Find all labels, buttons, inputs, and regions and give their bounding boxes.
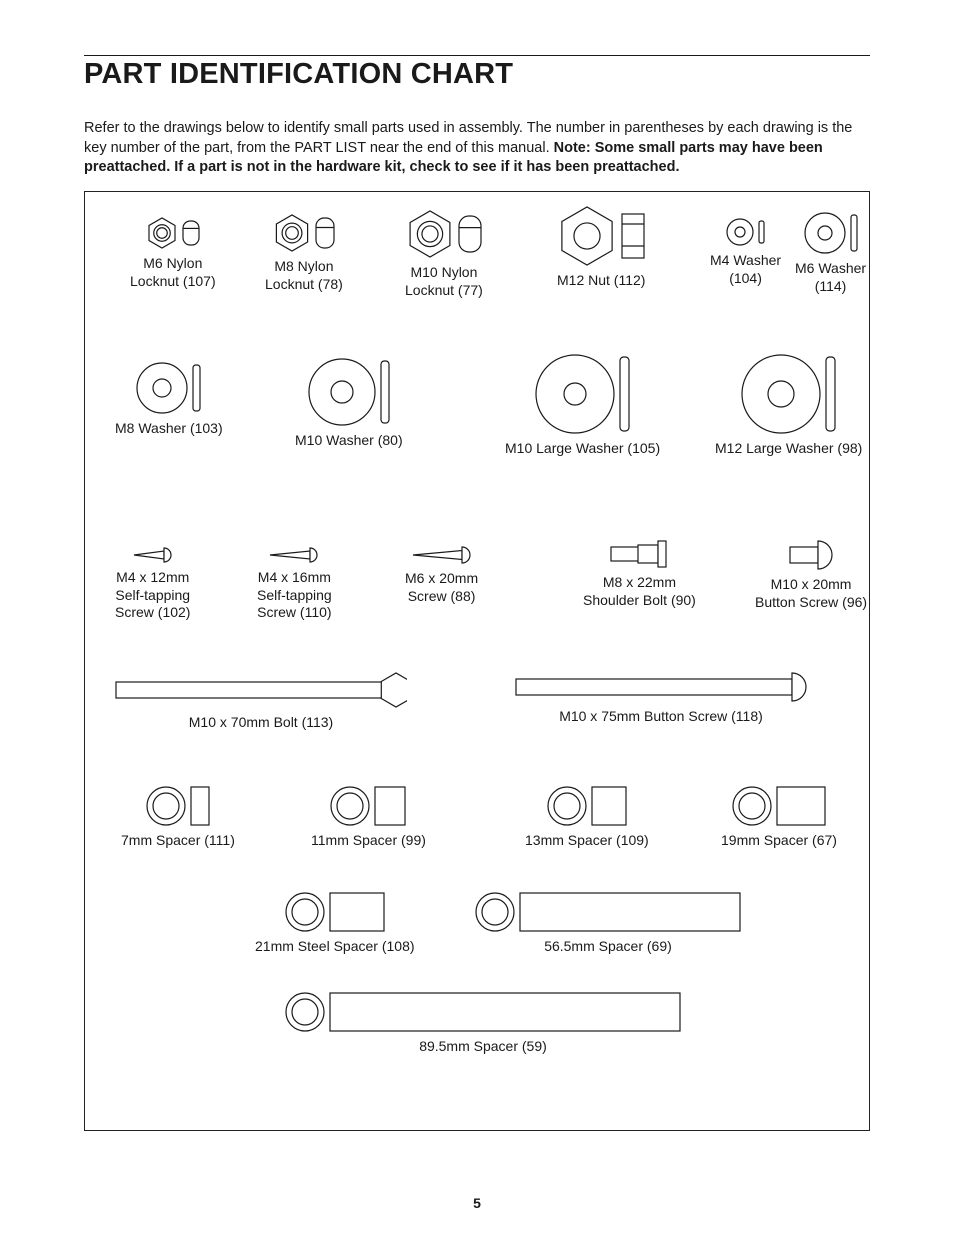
part-drawing: [146, 217, 200, 249]
part-label: M6 NylonLocknut (107): [130, 255, 216, 290]
parts-frame: M6 NylonLocknut (107) M8 NylonLocknut (78…: [84, 191, 870, 1131]
part-drawing: [412, 546, 472, 564]
part-drawing: [547, 786, 627, 826]
page-title: PART IDENTIFICATION CHART: [84, 58, 513, 91]
part-drawing: [115, 672, 407, 708]
part-label: M12 Nut (112): [557, 272, 645, 290]
part-m10x75-button: M10 x 75mm Button Screw (118): [515, 672, 807, 726]
part-m12-large-washer: M12 Large Washer (98): [715, 354, 862, 458]
part-label: M10 x 70mm Bolt (113): [189, 714, 333, 732]
part-drawing: [330, 786, 406, 826]
part-21mm-steel-spacer: 21mm Steel Spacer (108): [255, 892, 415, 956]
part-m4x12: M4 x 12mmSelf-tappingScrew (102): [115, 547, 190, 622]
part-drawing: [406, 210, 482, 258]
part-label: M6 x 20mmScrew (88): [405, 570, 478, 605]
part-m10x20-button: M10 x 20mmButton Screw (96): [755, 540, 867, 611]
part-label: 13mm Spacer (109): [525, 832, 649, 850]
part-drawing: [133, 547, 173, 563]
part-label: M10 x 20mmButton Screw (96): [755, 576, 867, 611]
part-drawing: [269, 547, 319, 563]
part-drawing: [557, 206, 645, 266]
part-drawing: [726, 218, 765, 246]
part-label: M10 NylonLocknut (77): [405, 264, 483, 299]
part-label: 11mm Spacer (99): [311, 832, 426, 850]
part-label: 7mm Spacer (111): [121, 832, 235, 850]
part-drawing: [535, 354, 630, 434]
part-m4x16: M4 x 16mmSelf-tappingScrew (110): [257, 547, 332, 622]
part-label: 89.5mm Spacer (59): [419, 1038, 547, 1056]
part-label: M8 NylonLocknut (78): [265, 258, 343, 293]
part-m8x22-shoulder: M8 x 22mmShoulder Bolt (90): [583, 540, 696, 609]
part-label: M4 Washer(104): [710, 252, 781, 287]
part-label: M12 Large Washer (98): [715, 440, 862, 458]
part-m4-washer: M4 Washer(104): [710, 218, 781, 287]
part-drawing: [789, 540, 833, 570]
part-m10-large-washer: M10 Large Washer (105): [505, 354, 660, 458]
part-drawing: [804, 212, 858, 254]
part-m6-washer: M6 Washer(114): [795, 212, 866, 295]
part-56-5mm-spacer: 56.5mm Spacer (69): [475, 892, 741, 956]
part-m12-nut: M12 Nut (112): [557, 206, 645, 290]
part-drawing: [285, 892, 385, 932]
part-label: M4 x 16mmSelf-tappingScrew (110): [257, 569, 332, 622]
part-label: 19mm Spacer (67): [721, 832, 837, 850]
part-m10-washer: M10 Washer (80): [295, 358, 403, 450]
part-7mm-spacer: 7mm Spacer (111): [121, 786, 235, 850]
part-drawing: [610, 540, 668, 568]
part-m6x20: M6 x 20mmScrew (88): [405, 546, 478, 605]
part-m10x70-bolt: M10 x 70mm Bolt (113): [115, 672, 407, 732]
part-drawing: [136, 362, 201, 414]
part-11mm-spacer: 11mm Spacer (99): [311, 786, 426, 850]
part-label: M4 x 12mmSelf-tappingScrew (102): [115, 569, 190, 622]
part-label: 56.5mm Spacer (69): [544, 938, 672, 956]
part-drawing: [475, 892, 741, 932]
part-m6-nylon-locknut: M6 NylonLocknut (107): [130, 217, 216, 290]
part-drawing: [308, 358, 390, 426]
part-m8-nylon-locknut: M8 NylonLocknut (78): [265, 214, 343, 293]
part-drawing: [273, 214, 335, 252]
page-number: 5: [0, 1195, 954, 1211]
part-drawing: [515, 672, 807, 702]
part-89-5mm-spacer: 89.5mm Spacer (59): [285, 992, 681, 1056]
part-m8-washer: M8 Washer (103): [115, 362, 223, 438]
part-label: 21mm Steel Spacer (108): [255, 938, 415, 956]
title-rule: [84, 55, 870, 56]
part-19mm-spacer: 19mm Spacer (67): [721, 786, 837, 850]
part-13mm-spacer: 13mm Spacer (109): [525, 786, 649, 850]
part-drawing: [146, 786, 210, 826]
intro-paragraph: Refer to the drawings below to identify …: [84, 119, 870, 178]
part-label: M10 x 75mm Button Screw (118): [559, 708, 763, 726]
part-label: M8 Washer (103): [115, 420, 223, 438]
part-drawing: [732, 786, 826, 826]
part-label: M10 Washer (80): [295, 432, 403, 450]
part-label: M8 x 22mmShoulder Bolt (90): [583, 574, 696, 609]
part-m10-nylon-locknut: M10 NylonLocknut (77): [405, 210, 483, 299]
part-label: M10 Large Washer (105): [505, 440, 660, 458]
part-drawing: [285, 992, 681, 1032]
part-drawing: [741, 354, 836, 434]
part-label: M6 Washer(114): [795, 260, 866, 295]
